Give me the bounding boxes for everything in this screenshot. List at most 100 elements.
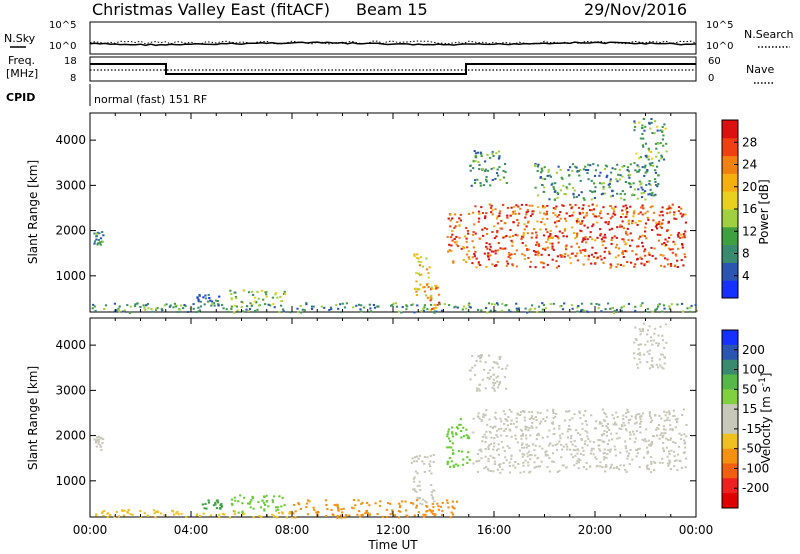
data-cell-vel: [674, 442, 677, 444]
data-cell-power: [465, 253, 469, 256]
data-cell-power: [501, 247, 504, 250]
data-cell-power: [496, 231, 499, 234]
data-cell-vel: [432, 461, 435, 463]
data-cell-vel: [426, 505, 429, 508]
data-cell-power: [539, 176, 542, 178]
data-cell-vel: [594, 456, 597, 459]
data-cell-vel: [499, 471, 502, 474]
data-cell-power: [600, 238, 603, 241]
data-cell-power: [230, 307, 233, 310]
data-cell-vel: [665, 446, 668, 449]
data-cell-vel: [637, 448, 640, 450]
data-cell-power: [633, 194, 636, 196]
data-cell-vel: [258, 515, 261, 517]
data-cell-vel: [452, 465, 456, 468]
data-cell-power: [642, 191, 645, 194]
data-cell-power: [471, 240, 474, 243]
velocity-colorbar-swatch: [722, 433, 738, 450]
data-cell-vel: [461, 463, 465, 466]
data-cell-vel: [638, 352, 641, 355]
data-cell-vel: [614, 421, 617, 424]
data-cell-power: [611, 167, 614, 170]
data-cell-power: [684, 221, 687, 224]
data-cell-vel: [506, 445, 509, 448]
data-cell-power: [650, 121, 653, 124]
data-cell-vel: [431, 509, 434, 512]
data-cell-power: [372, 304, 375, 306]
data-cell-power: [240, 300, 243, 303]
data-cell-vel: [538, 465, 541, 468]
data-cell-vel: [448, 457, 451, 460]
data-cell-power: [397, 310, 401, 313]
data-cell-power: [633, 129, 636, 132]
data-cell-power: [556, 193, 560, 195]
data-cell-power: [473, 223, 476, 226]
data-cell-vel: [553, 433, 556, 435]
data-cell-power: [420, 261, 423, 264]
data-cell-vel: [556, 442, 559, 445]
data-cell-power: [564, 228, 567, 230]
data-cell-vel: [638, 447, 641, 450]
data-cell-vel: [203, 507, 206, 510]
data-cell-vel: [575, 462, 578, 465]
data-cell-vel: [616, 437, 619, 440]
data-cell-power: [509, 229, 512, 231]
velocity-colorbar-label-main: Velocity [m s: [759, 386, 773, 463]
data-cell-vel: [457, 450, 461, 453]
data-cell-power: [618, 225, 622, 228]
data-cell-vel: [549, 442, 552, 445]
data-cell-vel: [682, 408, 685, 411]
data-cell-vel: [504, 367, 508, 370]
data-cell-vel: [577, 458, 580, 461]
data-cell-vel: [523, 416, 526, 419]
data-cell-power: [310, 305, 314, 308]
data-cell-power: [622, 305, 625, 308]
data-cell-power: [430, 297, 433, 300]
data-cell-vel: [469, 378, 472, 381]
data-cell-vel: [492, 373, 495, 376]
data-cell-vel: [626, 408, 629, 411]
data-cell-vel: [424, 513, 427, 516]
data-cell-power: [553, 198, 556, 201]
data-cell-power: [552, 188, 556, 191]
data-cell-power: [647, 251, 651, 254]
data-cell-vel: [433, 489, 436, 492]
data-cell-power: [609, 307, 612, 310]
data-cell-power: [478, 237, 482, 240]
data-cell-vel: [565, 443, 568, 446]
data-cell-vel: [465, 428, 468, 431]
data-cell-power: [602, 187, 605, 190]
data-cell-power: [423, 306, 426, 309]
data-cell-power: [684, 255, 687, 258]
data-cell-power: [583, 216, 586, 219]
data-cell-vel: [537, 432, 540, 435]
data-cell-power: [584, 254, 587, 257]
data-cell-vel: [413, 480, 416, 483]
data-cell-power: [525, 211, 528, 214]
data-cell-power: [606, 212, 609, 215]
data-cell-vel: [285, 516, 288, 519]
data-cell-power: [665, 150, 668, 153]
data-cell-vel: [476, 415, 479, 418]
data-cell-power: [661, 254, 664, 257]
data-cell-vel: [366, 501, 369, 504]
data-cell-vel: [237, 511, 240, 514]
data-cell-vel: [521, 455, 524, 458]
data-cell-power: [577, 206, 581, 209]
freq-tick-high: 18: [64, 56, 77, 67]
data-cell-vel: [434, 513, 437, 516]
data-cell-power: [590, 209, 593, 212]
data-cell-power: [561, 177, 564, 180]
data-cell-power: [496, 260, 499, 263]
data-cell-power: [360, 304, 363, 307]
data-cell-vel: [389, 502, 392, 505]
data-cell-power: [633, 162, 636, 165]
data-cell-power: [467, 232, 470, 235]
data-cell-vel: [585, 461, 588, 464]
data-cell-power: [677, 235, 680, 238]
data-cell-vel: [639, 354, 642, 357]
data-cell-vel: [666, 416, 669, 419]
data-cell-vel: [522, 470, 526, 473]
data-cell-power: [582, 204, 585, 207]
data-cell-power: [118, 305, 121, 308]
